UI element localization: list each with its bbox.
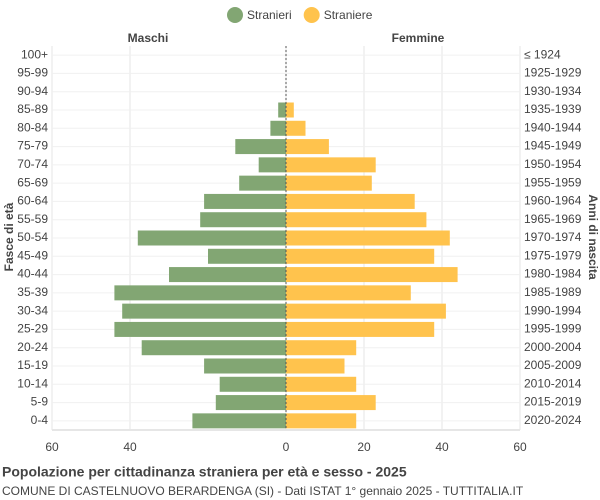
bar (114, 321, 287, 337)
bar (278, 102, 286, 118)
y2-tick-label: 2010-2014 (524, 376, 582, 390)
y2-tick-label: 1990-1994 (524, 303, 582, 317)
bar (286, 102, 294, 118)
bar (235, 139, 286, 155)
bar (286, 376, 357, 392)
chart-subtitle: COMUNE DI CASTELNUOVO BERARDENGA (SI) - … (2, 484, 524, 498)
y-tick-label: 0-4 (31, 413, 49, 427)
y-tick-label: 40-44 (17, 267, 48, 281)
y2-tick-label: 2020-2024 (524, 413, 582, 427)
y2-tick-label: 2015-2019 (524, 395, 582, 409)
bar (137, 230, 286, 246)
bar (286, 175, 372, 191)
bar (208, 248, 286, 264)
y2-tick-label: 1955-1959 (524, 175, 582, 189)
y-tick-label: 55-59 (17, 212, 48, 226)
y-tick-label: 80-84 (17, 120, 48, 134)
legend-marker (227, 7, 243, 23)
y2-tick-label: 1980-1984 (524, 267, 582, 281)
bar (270, 120, 286, 136)
bar (114, 285, 287, 301)
bar (141, 340, 286, 356)
y-tick-label: 65-69 (17, 175, 48, 189)
y-tick-label: 5-9 (31, 395, 49, 409)
chart-title: Popolazione per cittadinanza straniera p… (2, 464, 407, 480)
y2-tick-label: 1940-1944 (524, 120, 582, 134)
y-tick-label: 90-94 (17, 84, 48, 98)
y-tick-label: 10-14 (17, 376, 48, 390)
y-tick-label: 15-19 (17, 358, 48, 372)
y2-tick-label: 1985-1989 (524, 285, 582, 299)
y-tick-label: 70-74 (17, 157, 48, 171)
y2-tick-label: 1925-1929 (524, 66, 582, 80)
bar (204, 193, 286, 209)
y2-tick-label: 1965-1969 (524, 212, 582, 226)
bar (204, 358, 286, 374)
bar (286, 340, 357, 356)
bar (286, 321, 435, 337)
y2-tick-label: 1935-1939 (524, 102, 582, 116)
y-tick-label: 45-49 (17, 248, 48, 262)
legend-label: Straniere (324, 8, 373, 22)
left-header: Maschi (128, 31, 169, 45)
y2-tick-label: 1930-1934 (524, 84, 582, 98)
bar (286, 413, 357, 429)
bar (215, 395, 286, 411)
y2-tick-label: 2000-2004 (524, 340, 582, 354)
x-tick-label: 0 (283, 440, 290, 454)
y2-tick-label: 1950-1954 (524, 157, 582, 171)
bar (192, 413, 286, 429)
bar (286, 267, 458, 283)
legend-label: Stranieri (247, 8, 292, 22)
y2-tick-label: 1960-1964 (524, 194, 582, 208)
bar (239, 175, 286, 191)
y-tick-label: 100+ (21, 47, 48, 61)
x-tick-label: 40 (435, 440, 449, 454)
bar (258, 157, 286, 173)
y2-tick-label: 1945-1949 (524, 139, 582, 153)
bar (286, 395, 376, 411)
bar (286, 303, 446, 319)
y2-tick-label: ≤ 1924 (524, 47, 561, 61)
bar (219, 376, 286, 392)
y-tick-label: 85-89 (17, 102, 48, 116)
bar (286, 193, 415, 209)
y2-tick-label: 1970-1974 (524, 230, 582, 244)
bar (286, 358, 345, 374)
x-tick-label: 60 (513, 440, 527, 454)
y-tick-label: 75-79 (17, 139, 48, 153)
legend-marker (303, 7, 320, 23)
bar (286, 212, 427, 228)
bar (286, 120, 306, 136)
bar (200, 212, 286, 228)
x-tick-label: 40 (123, 440, 137, 454)
bar (122, 303, 286, 319)
y-tick-label: 20-24 (17, 340, 48, 354)
y-tick-label: 50-54 (17, 230, 48, 244)
right-header: Femmine (392, 31, 445, 45)
y-tick-label: 35-39 (17, 285, 48, 299)
y-axis-label: Fasce di età (2, 202, 16, 271)
x-tick-label: 60 (45, 440, 59, 454)
bar (286, 285, 411, 301)
bar (286, 248, 435, 264)
bar (286, 230, 450, 246)
y-tick-label: 25-29 (17, 322, 48, 336)
y2-tick-label: 1995-1999 (524, 322, 582, 336)
y-tick-label: 95-99 (17, 66, 48, 80)
y2-tick-label: 1975-1979 (524, 248, 582, 262)
y-tick-label: 60-64 (17, 194, 48, 208)
y2-axis-label: Anni di nascita (586, 194, 600, 280)
x-tick-label: 20 (357, 440, 371, 454)
y2-tick-label: 2005-2009 (524, 358, 582, 372)
bar (169, 267, 286, 283)
bar (286, 139, 329, 155)
bar (286, 157, 376, 173)
y-tick-label: 30-34 (17, 303, 48, 317)
